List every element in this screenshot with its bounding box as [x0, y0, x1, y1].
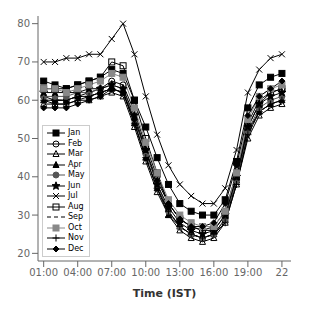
svg-text:07:00: 07:00 — [97, 267, 126, 278]
svg-text:01:00: 01:00 — [29, 267, 58, 278]
svg-text:40: 40 — [17, 171, 30, 182]
html-text:Aug: Aug — [68, 201, 84, 211]
svg-text:20: 20 — [17, 248, 30, 259]
svg-text:Time (IST): Time (IST) — [133, 287, 197, 300]
html-text:Dec: Dec — [68, 243, 84, 253]
svg-text:30: 30 — [17, 210, 30, 221]
svg-text:22: 22 — [276, 267, 289, 278]
html-text:Jun: Jun — [68, 180, 81, 190]
html-text:Jul: Jul — [68, 191, 78, 200]
svg-text:13:00: 13:00 — [165, 267, 194, 278]
html-text:Sep: Sep — [68, 212, 84, 221]
svg-text:50: 50 — [17, 133, 30, 144]
html-text:Nov: Nov — [68, 233, 84, 242]
svg-text:16:00: 16:00 — [199, 267, 228, 278]
svg-text:60: 60 — [17, 95, 30, 106]
svg-text:19:00: 19:00 — [233, 267, 262, 278]
html-text:Mar: Mar — [68, 149, 84, 158]
html-text:May: May — [68, 170, 85, 179]
svg-text:80: 80 — [17, 18, 30, 29]
svg-text:70: 70 — [17, 56, 30, 67]
html-text:Oct: Oct — [68, 222, 82, 232]
html-text:Apr: Apr — [68, 159, 82, 169]
svg-text:04:00: 04:00 — [63, 267, 92, 278]
html-text:Jan: Jan — [68, 128, 81, 137]
html-text:Feb: Feb — [68, 138, 83, 148]
svg-text:10:00: 10:00 — [131, 267, 160, 278]
